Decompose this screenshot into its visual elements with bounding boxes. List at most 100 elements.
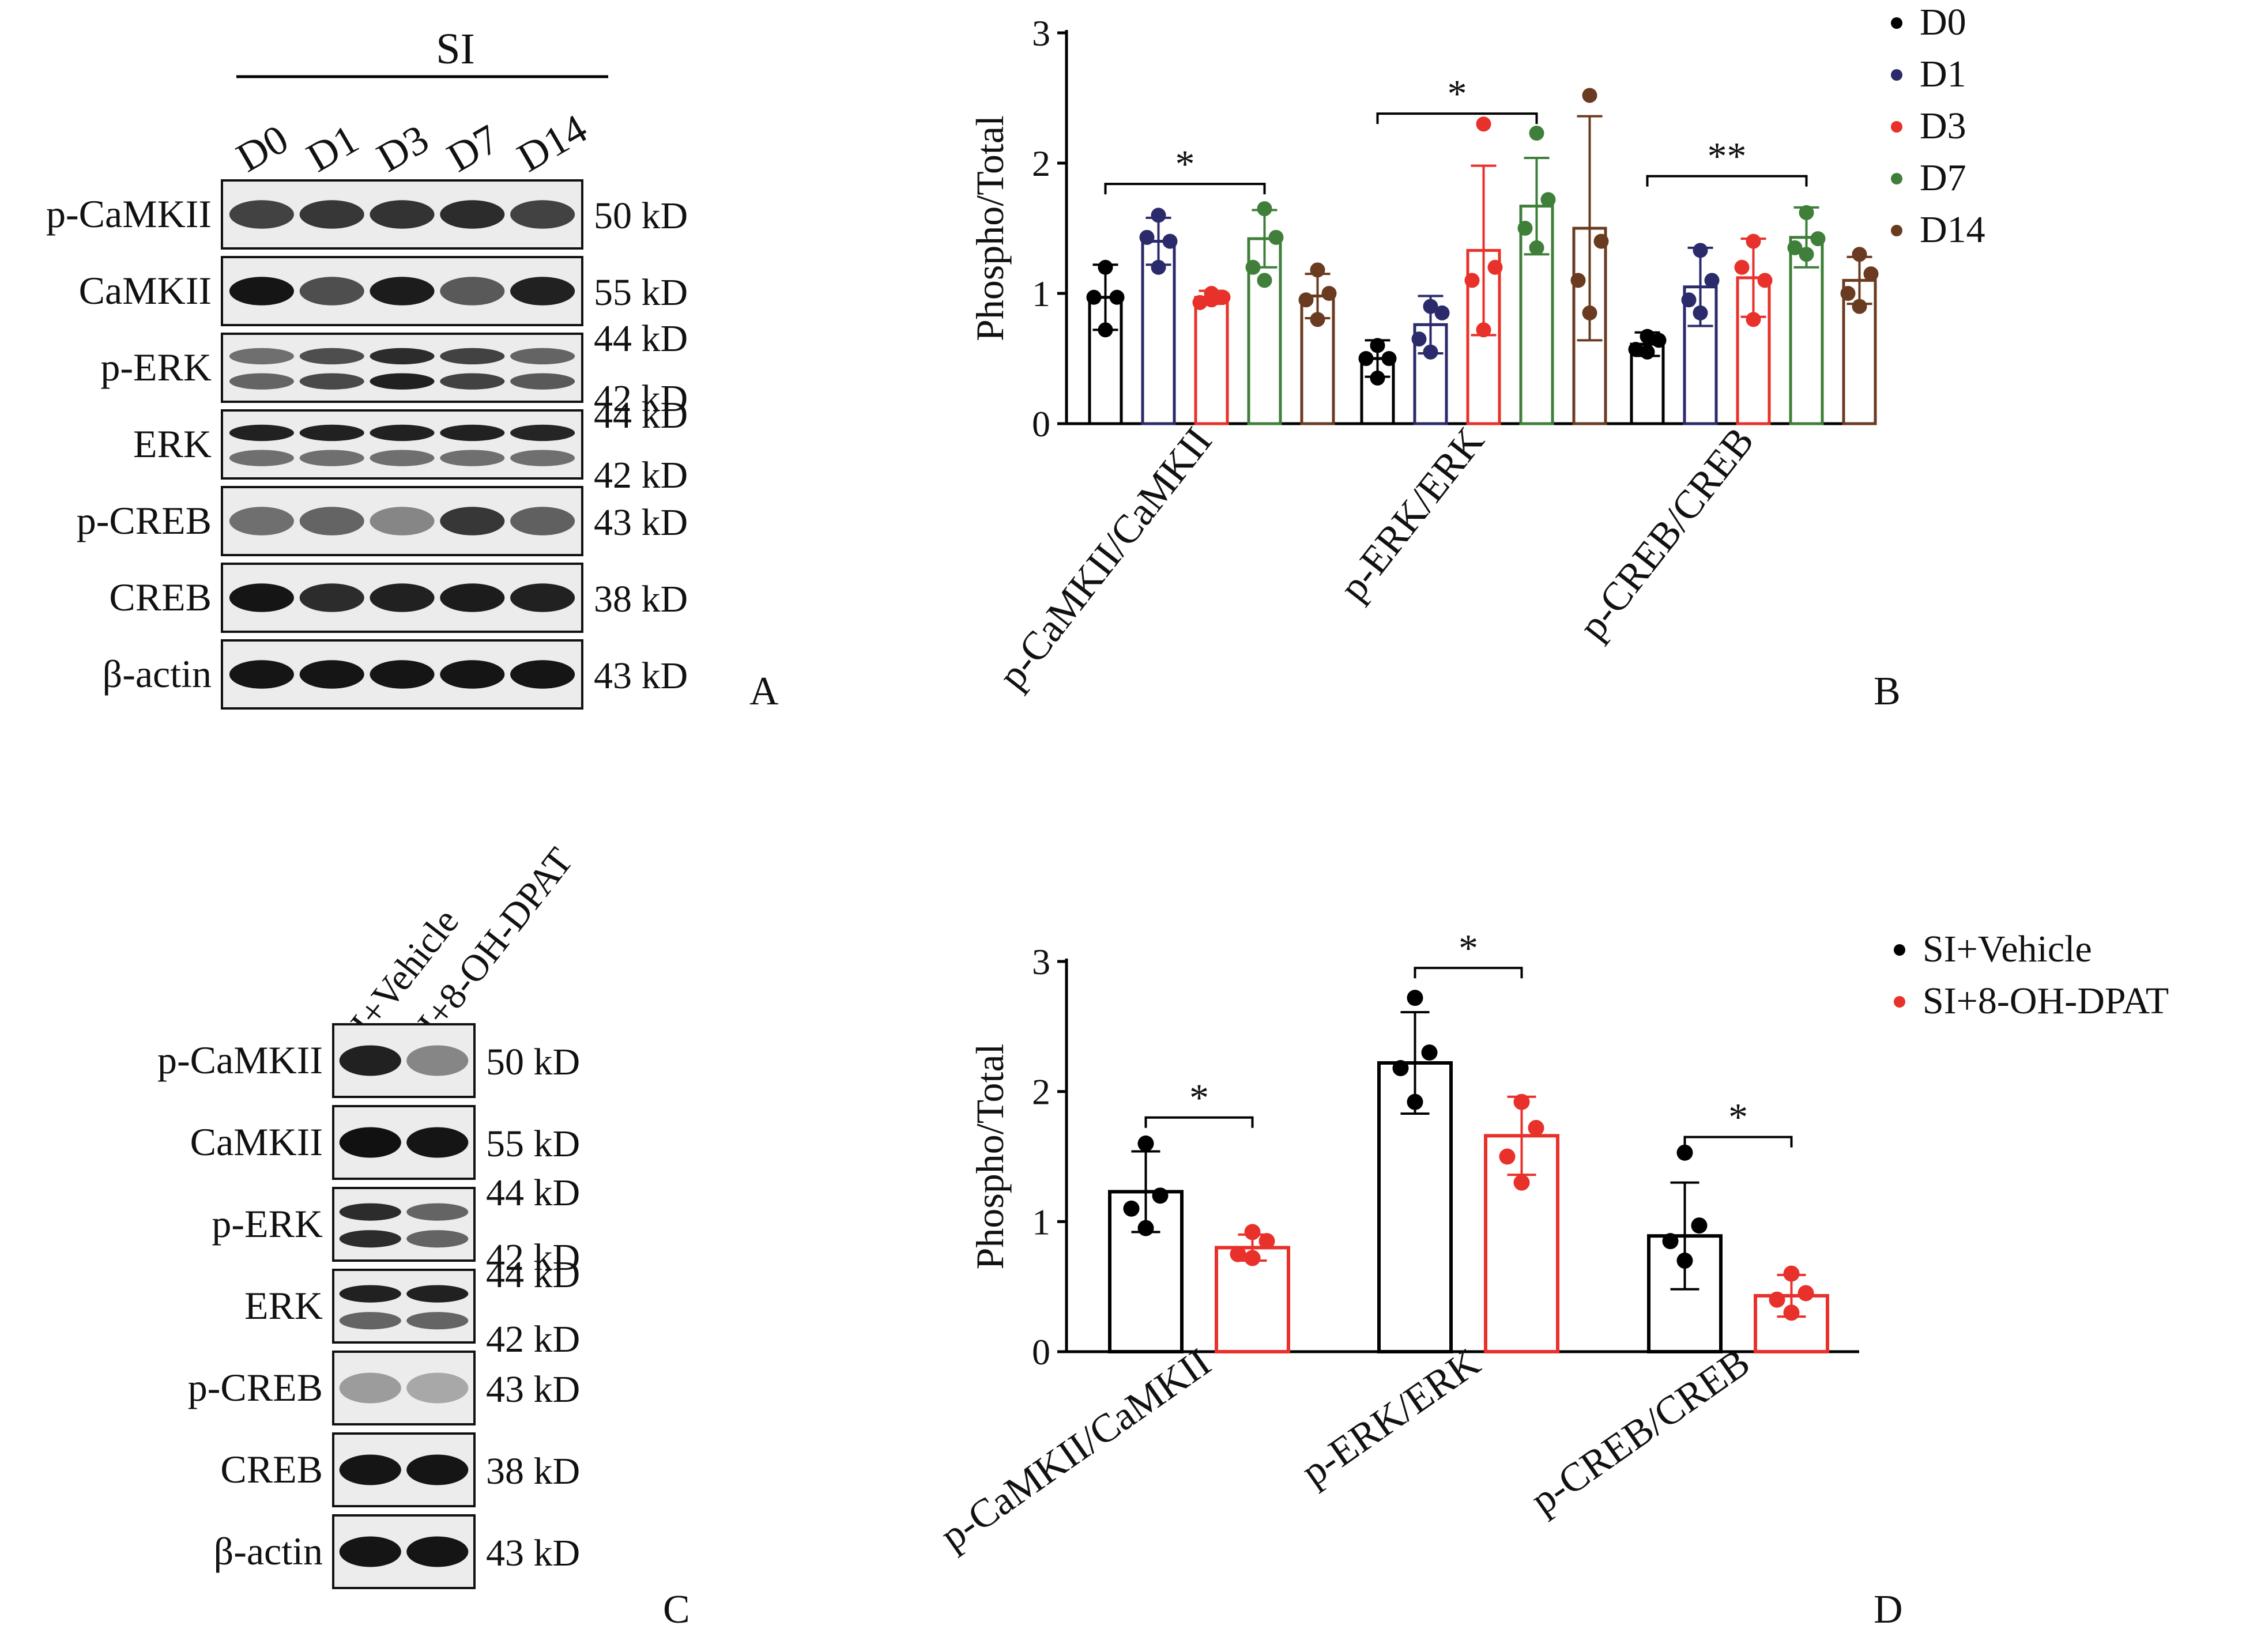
bar-d3-p-erk-erk	[1464, 116, 1503, 425]
bar-d14-p-camkii-camkii	[1298, 262, 1337, 425]
blot-band	[406, 1536, 469, 1567]
blot-band	[299, 450, 364, 466]
data-point	[1676, 1144, 1693, 1161]
bar-si-vehicle-p-erk-erk	[1377, 990, 1453, 1354]
molecular-weight-label: 43 kD	[594, 655, 688, 697]
data-point	[1651, 333, 1667, 348]
significance-p-erk-erk: *	[1414, 926, 1523, 979]
blot-band	[510, 373, 575, 390]
blot-erk: ERK 44 kD 42 kD	[133, 394, 688, 496]
blot-strip	[221, 409, 583, 480]
blot-band	[229, 424, 294, 442]
data-point	[1528, 1119, 1544, 1136]
blot-p-creb: p-CREB 43 kD	[188, 1351, 580, 1425]
blot-actin: β-actin 43 kD	[214, 1514, 580, 1589]
blot-band	[299, 277, 364, 305]
molecular-weight-label: 42 kD	[594, 378, 688, 420]
data-point	[1310, 262, 1325, 278]
data-point	[1640, 344, 1655, 360]
legend-label: D0	[1920, 1, 1966, 43]
blot-band	[299, 660, 364, 689]
significance-stars: *	[1448, 71, 1467, 115]
data-point	[1230, 1246, 1246, 1262]
legend-item-d14: D14	[1891, 209, 1985, 251]
significance-bracket	[1683, 1136, 1793, 1148]
blot-creb: CREB 38 kD	[220, 1432, 580, 1507]
blot-erk: ERK 44 kD 42 kD	[244, 1254, 580, 1360]
data-point	[1499, 1148, 1516, 1165]
panel-d-bar-chart: 0 1 2 3 Phospho/Total p-CaMKII/CaMKII * p-ERK/E…	[933, 926, 2169, 1559]
category-label-p-erk-erk: p-ERK/ERK	[1294, 1340, 1488, 1495]
data-point	[1162, 233, 1178, 249]
data-point	[1640, 329, 1655, 344]
legend-marker	[1891, 225, 1902, 236]
lane-label-d0: D0	[229, 116, 296, 181]
bar-d0-p-camkii-camkii	[1086, 259, 1125, 425]
bar-d14-p-erk-erk	[1570, 88, 1609, 425]
data-point	[1109, 289, 1125, 305]
data-point	[1799, 247, 1814, 262]
blot-band	[229, 583, 294, 612]
data-point	[1852, 247, 1867, 262]
data-point	[1799, 205, 1814, 220]
data-point	[1411, 331, 1427, 347]
blot-band	[339, 1045, 401, 1076]
data-point	[1540, 192, 1556, 208]
panel-b-letter: B	[1874, 669, 1901, 714]
data-point	[1593, 233, 1609, 249]
blot-band	[406, 1045, 469, 1076]
blot-band	[440, 200, 505, 229]
data-point	[1137, 1135, 1154, 1152]
data-point	[1529, 126, 1544, 141]
legend-marker	[1891, 17, 1902, 29]
blot-band	[370, 660, 435, 689]
blot-protein-label: p-CREB	[77, 499, 212, 542]
molecular-weight-label: 50 kD	[594, 195, 688, 237]
blot-band	[406, 1454, 469, 1485]
blot-band	[406, 1372, 469, 1404]
blot-strip	[221, 333, 583, 403]
data-point	[1423, 299, 1438, 314]
blot-protein-label: CREB	[220, 1447, 323, 1491]
blot-band	[510, 200, 575, 229]
data-point	[1582, 305, 1597, 320]
data-point	[1691, 1217, 1708, 1234]
y-tick-label: 1	[1032, 1201, 1050, 1242]
data-point	[1787, 240, 1803, 255]
data-point	[1746, 233, 1761, 249]
data-point	[1513, 1174, 1530, 1191]
data-point	[1244, 1250, 1261, 1266]
blot-band	[440, 424, 505, 442]
bar-d0-p-erk-erk	[1358, 338, 1397, 425]
molecular-weight-label: 55 kD	[486, 1123, 580, 1165]
significance-bracket	[1104, 183, 1266, 195]
blot-band	[339, 1536, 401, 1567]
significance-p-erk-erk: *	[1376, 71, 1538, 125]
blot-band	[406, 1312, 469, 1330]
blot-protein-label: p-CaMKII	[46, 192, 212, 236]
blot-band	[299, 424, 364, 442]
blot-band	[510, 660, 575, 689]
data-point	[1123, 1200, 1140, 1217]
blot-band	[406, 1203, 469, 1221]
data-point	[1407, 990, 1423, 1006]
significance-stars: *	[1175, 142, 1195, 186]
blot-band	[370, 450, 435, 466]
data-point	[1746, 312, 1761, 327]
blot-band	[339, 1372, 401, 1404]
data-point	[1681, 292, 1697, 308]
legend-marker	[1891, 173, 1902, 184]
blot-band	[299, 507, 364, 535]
blot-strip	[332, 1187, 476, 1262]
blot-protein-label: p-CaMKII	[157, 1038, 323, 1082]
molecular-weight-label: 44 kD	[594, 394, 688, 436]
blot-actin: β-actin 43 kD	[103, 639, 688, 710]
blot-band	[299, 348, 364, 365]
data-point	[1852, 299, 1867, 314]
legend-marker	[1891, 121, 1902, 133]
data-point	[1407, 1093, 1423, 1110]
data-point	[1370, 338, 1385, 353]
blot-creb: CREB 38 kD	[109, 563, 688, 633]
